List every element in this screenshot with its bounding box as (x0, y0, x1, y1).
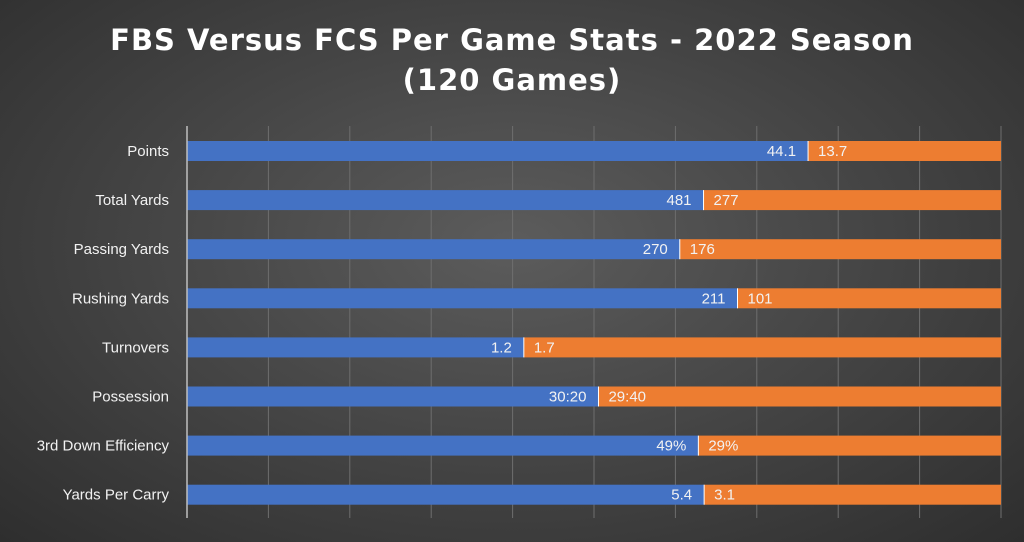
gridlines (267, 126, 1002, 518)
value-label-series-2: 3.1 (714, 487, 735, 504)
bar-series-1 (187, 386, 599, 407)
value-label-series-1: 30:20 (549, 389, 587, 406)
bar-series-2 (737, 288, 1001, 309)
bar-series-2 (703, 190, 1001, 211)
bar-series-2 (679, 239, 1001, 260)
category-label: Rushing Yards (72, 290, 169, 307)
bar-series-1 (187, 484, 705, 505)
bar-series-1 (187, 141, 809, 161)
value-label-series-2: 1.7 (534, 339, 555, 356)
value-labels: 44.1 13.7 481 277 270 176 211 101 1.2 1.7 30:20 29:… (491, 143, 847, 504)
bar-series-2 (698, 435, 1001, 456)
chart-title: FBS Versus FCS Per Game Stats - 2022 Sea… (110, 23, 914, 97)
bar-series-1 (187, 337, 524, 358)
value-label-series-2: 29% (708, 438, 738, 455)
value-label-series-1: 1.2 (491, 339, 512, 356)
value-label-series-1: 211 (702, 290, 726, 307)
category-labels: Points Total Yards Passing Yards Rushing Ya… (37, 143, 170, 504)
bar-series-1 (187, 435, 699, 456)
value-label-series-1: 44.1 (767, 143, 796, 160)
value-label-series-2: 13.7 (818, 143, 847, 160)
chart-title-line-1: FBS Versus FCS Per Game Stats - 2022 Sea… (110, 23, 914, 57)
category-label: Passing Yards (74, 241, 169, 258)
value-label-series-2: 101 (747, 290, 772, 307)
bars (187, 141, 1001, 505)
bar-series-1 (187, 288, 738, 309)
bar-series-2 (598, 386, 1001, 407)
bar-series-2 (704, 484, 1001, 505)
bar-series-2 (523, 337, 1001, 358)
category-label: Points (127, 143, 169, 160)
value-label-series-2: 29:40 (608, 389, 646, 406)
chart-title-line-2: (120 Games) (403, 63, 622, 97)
category-label: Total Yards (95, 192, 169, 209)
category-label: Turnovers (102, 339, 169, 356)
value-label-series-1: 49% (656, 438, 686, 455)
category-label: 3rd Down Efficiency (37, 438, 170, 455)
category-label: Possession (92, 389, 169, 406)
value-label-series-1: 481 (667, 192, 692, 209)
category-label: Yards Per Carry (63, 487, 170, 504)
bar-series-1 (187, 239, 680, 260)
value-label-series-2: 176 (690, 241, 715, 258)
bar-series-2 (808, 141, 1001, 161)
bar-series-1 (187, 190, 704, 211)
value-label-series-1: 5.4 (671, 487, 692, 504)
value-label-series-1: 270 (643, 241, 668, 258)
value-label-series-2: 277 (714, 192, 739, 209)
